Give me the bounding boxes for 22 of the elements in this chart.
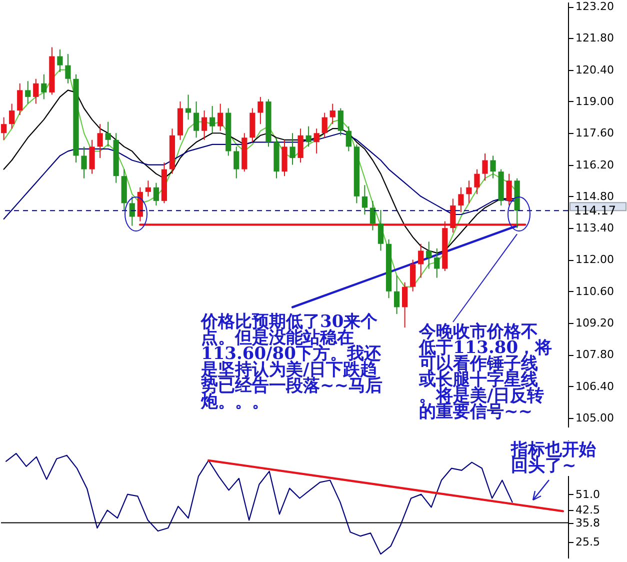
y-tick-label: 42.5 xyxy=(576,504,600,517)
y-tick-label: 109.20 xyxy=(576,316,614,330)
y-tick-label: 114.80 xyxy=(576,190,614,203)
annotation: 指标也开始回头了~ xyxy=(510,440,597,476)
y-tick-label: 112.00 xyxy=(576,253,614,266)
y-tick-label: 119.00 xyxy=(576,94,614,108)
y-tick-label: 116.20 xyxy=(576,158,614,172)
y-tick-label: 120.40 xyxy=(576,63,614,76)
y-tick-label: 105.00 xyxy=(576,411,614,424)
annotation: 今晚收市价格不低于113.80，将可以看作锤子线或长腿十字星线。将是美/日反转的重要信号~~ xyxy=(418,322,552,422)
y-tick-label: 123.20 xyxy=(576,0,614,14)
y-tick-label: 51.0 xyxy=(576,488,600,501)
y-tick-label: 106.40 xyxy=(576,380,614,393)
y-tick-label: 35.8 xyxy=(576,516,600,530)
annotation: 价格比预期低了30来个点。但是没能站稳在113.60/80下方。我还是坚持认为美/日下跌趋势已经告一段落~~马后炮。。。 xyxy=(200,312,382,412)
y-tick-label: 121.80 xyxy=(576,32,614,45)
y-tick-label: 25.5 xyxy=(576,536,600,549)
y-tick-label: 117.60 xyxy=(576,126,614,140)
y-tick-label: 113.40 xyxy=(576,222,614,235)
y-tick-label: 107.80 xyxy=(576,348,614,362)
ref-line-label: 114.17 xyxy=(574,204,616,218)
y-tick-label: 110.60 xyxy=(576,284,614,298)
